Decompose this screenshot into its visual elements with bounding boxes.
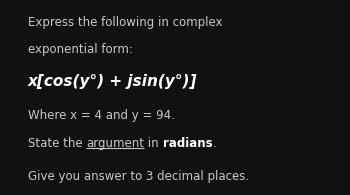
Text: radians: radians: [163, 137, 212, 151]
Text: Where x = 4 and y = 94.: Where x = 4 and y = 94.: [28, 109, 175, 122]
Text: Give you answer to 3 decimal places.: Give you answer to 3 decimal places.: [28, 170, 249, 183]
Text: argument: argument: [86, 137, 144, 151]
Text: in: in: [144, 137, 163, 151]
Text: .: .: [212, 137, 216, 151]
Text: exponential form:: exponential form:: [28, 43, 133, 56]
Text: State the: State the: [28, 137, 86, 151]
Text: x[cos(y°) + jsin(y°)]: x[cos(y°) + jsin(y°)]: [28, 74, 197, 89]
Text: Express the following in complex: Express the following in complex: [28, 16, 223, 29]
